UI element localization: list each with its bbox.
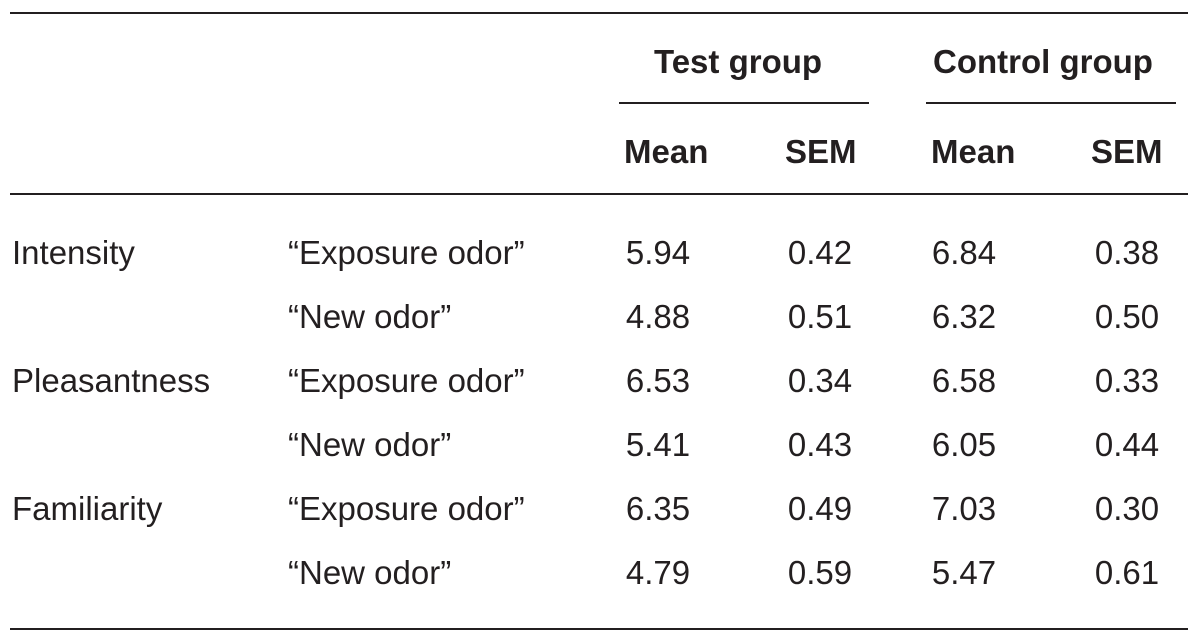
control-mean-value: 6.58 (931, 362, 997, 399)
table-row: Intensity “Exposure odor” 5.94 0.42 6.84… (0, 220, 1200, 284)
test-sem-value: 0.43 (787, 426, 853, 463)
control-mean-value: 5.47 (931, 554, 997, 591)
test-mean-header: Mean (624, 133, 709, 170)
test-sem-value: 0.42 (787, 234, 853, 271)
control-sem-value: 0.50 (1094, 298, 1160, 335)
control-sem-header: SEM (1091, 133, 1163, 170)
table-row: “New odor” 4.79 0.59 5.47 0.61 (0, 540, 1200, 604)
table-row: “New odor” 4.88 0.51 6.32 0.50 (0, 284, 1200, 348)
table-header-rule (10, 193, 1188, 195)
test-group-underline (619, 102, 869, 104)
test-sem-value: 0.59 (787, 554, 853, 591)
odor-label: “Exposure odor” (288, 362, 525, 399)
test-sem-value: 0.51 (787, 298, 853, 335)
test-mean-value: 4.79 (625, 554, 691, 591)
control-sem-value: 0.33 (1094, 362, 1160, 399)
test-mean-value: 5.94 (625, 234, 691, 271)
odor-label: “New odor” (288, 426, 452, 463)
control-sem-value: 0.38 (1094, 234, 1160, 271)
test-mean-value: 6.53 (625, 362, 691, 399)
test-mean-value: 4.88 (625, 298, 691, 335)
odor-label: “New odor” (288, 298, 452, 335)
measure-label: Familiarity (12, 490, 163, 527)
control-sem-value: 0.30 (1094, 490, 1160, 527)
table-row: Familiarity “Exposure odor” 6.35 0.49 7.… (0, 476, 1200, 540)
test-group-header: Test group (654, 43, 823, 80)
odor-label: “Exposure odor” (288, 490, 525, 527)
odor-label: “New odor” (288, 554, 452, 591)
control-sem-value: 0.44 (1094, 426, 1160, 463)
table-bottom-rule (10, 628, 1188, 630)
table-body: Intensity “Exposure odor” 5.94 0.42 6.84… (0, 220, 1200, 604)
control-mean-value: 7.03 (931, 490, 997, 527)
control-mean-value: 6.32 (931, 298, 997, 335)
table-top-rule (10, 12, 1188, 14)
test-mean-value: 5.41 (625, 426, 691, 463)
test-sem-value: 0.34 (787, 362, 853, 399)
control-mean-header: Mean (931, 133, 1016, 170)
control-mean-value: 6.84 (931, 234, 997, 271)
control-group-header: Control group (933, 43, 1153, 80)
test-sem-value: 0.49 (787, 490, 853, 527)
test-sem-header: SEM (785, 133, 857, 170)
measure-label: Intensity (12, 234, 135, 271)
control-sem-value: 0.61 (1094, 554, 1160, 591)
table-row: “New odor” 5.41 0.43 6.05 0.44 (0, 412, 1200, 476)
test-mean-value: 6.35 (625, 490, 691, 527)
control-group-underline (926, 102, 1176, 104)
measure-label: Pleasantness (12, 362, 211, 399)
table-row: Pleasantness “Exposure odor” 6.53 0.34 6… (0, 348, 1200, 412)
control-mean-value: 6.05 (931, 426, 997, 463)
odor-label: “Exposure odor” (288, 234, 525, 271)
